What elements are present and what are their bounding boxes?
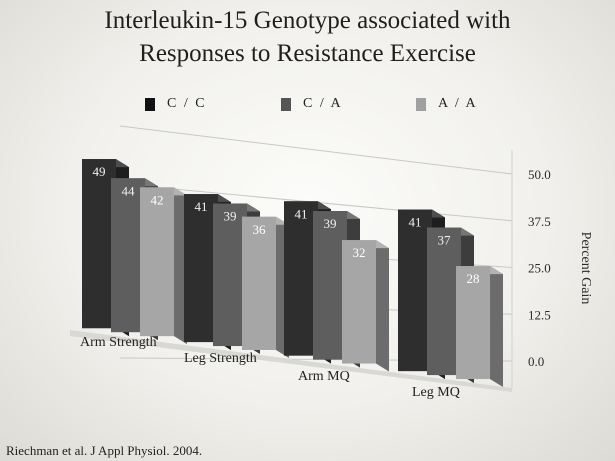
data-label: 41 bbox=[409, 215, 422, 230]
bar bbox=[313, 211, 347, 360]
data-label: 32 bbox=[353, 245, 366, 260]
data-label: 36 bbox=[253, 222, 267, 237]
bar bbox=[342, 240, 376, 364]
y-tick-label: 25.0 bbox=[528, 261, 551, 276]
legend-swatch-ca bbox=[281, 97, 291, 111]
bar bbox=[184, 194, 218, 343]
chart-title-line-1: Interleukin-15 Genotype associated with bbox=[104, 7, 511, 34]
x-tick-label: Arm Strength bbox=[80, 335, 157, 350]
bar-side bbox=[174, 187, 187, 345]
y-tick-label: 0.0 bbox=[528, 354, 544, 369]
x-tick-label: Leg MQ bbox=[412, 385, 460, 400]
bar bbox=[456, 266, 490, 380]
legend-label-aa: A / A bbox=[438, 96, 478, 111]
data-label: 44 bbox=[122, 183, 136, 198]
y-tick-label: 37.5 bbox=[528, 214, 551, 229]
data-label: 39 bbox=[324, 216, 337, 231]
y-tick-label: 12.5 bbox=[528, 307, 551, 322]
source-citation: Riechman et al. J Appl Physiol. 2004. bbox=[6, 443, 203, 458]
legend-item-ca: C / A bbox=[281, 96, 343, 112]
chart-title: Interleukin-15 Genotype associated with … bbox=[0, 4, 615, 70]
bar-side bbox=[490, 266, 503, 388]
legend-item-cc: C / C bbox=[145, 96, 207, 112]
legend-label-cc: C / C bbox=[167, 96, 207, 111]
chart-legend: C / C C / A A / A bbox=[0, 96, 615, 116]
legend-label-ca: C / A bbox=[303, 96, 343, 111]
bar-side bbox=[376, 240, 389, 372]
y-axis-title: Percent Gain bbox=[578, 232, 593, 305]
bar bbox=[284, 201, 318, 356]
bar bbox=[213, 203, 247, 347]
bar bbox=[427, 227, 461, 376]
chart-floor bbox=[70, 330, 512, 392]
data-label: 42 bbox=[151, 192, 164, 207]
data-label: 28 bbox=[467, 271, 480, 286]
legend-item-aa: A / A bbox=[416, 96, 478, 112]
x-tick-label: Leg Strength bbox=[184, 351, 257, 366]
grid-line bbox=[119, 125, 513, 175]
legend-swatch-cc bbox=[145, 97, 155, 111]
bar bbox=[111, 178, 145, 333]
y-tick-label: 50.0 bbox=[528, 167, 551, 182]
bar bbox=[398, 209, 432, 372]
bar bbox=[242, 216, 276, 350]
data-label: 41 bbox=[295, 206, 308, 221]
data-label: 49 bbox=[93, 164, 106, 179]
legend-swatch-aa bbox=[416, 97, 426, 111]
data-label: 37 bbox=[438, 233, 452, 248]
bar bbox=[140, 187, 174, 337]
chart-title-line-2: Responses to Resistance Exercise bbox=[139, 40, 476, 67]
data-label: 39 bbox=[224, 208, 237, 223]
x-tick-label: Arm MQ bbox=[298, 369, 350, 384]
bar bbox=[82, 159, 116, 329]
data-label: 41 bbox=[195, 199, 208, 214]
